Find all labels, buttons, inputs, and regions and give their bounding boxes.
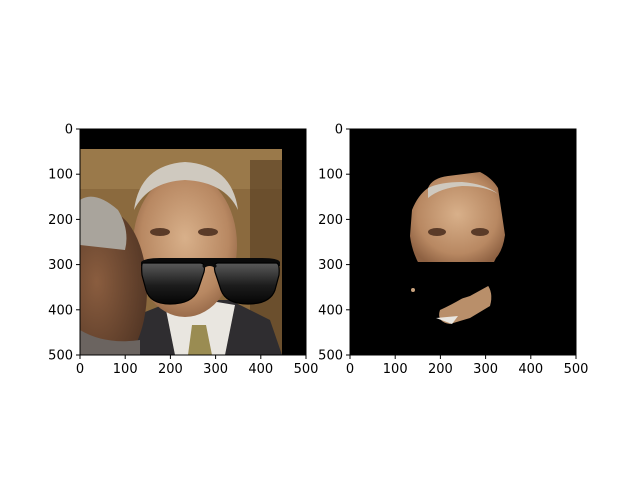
left-x-tick-label: 100 (113, 362, 138, 377)
left-y-tick-label: 500 (48, 349, 73, 364)
right-y-tick-label: 200 (318, 213, 343, 228)
left-y-tick-label: 100 (48, 168, 73, 183)
left-y-tick-label: 200 (48, 213, 73, 228)
masked-face (410, 172, 505, 266)
sunglasses-overlay (141, 258, 280, 305)
right-x-tick-label: 400 (518, 362, 543, 377)
left-x-tick-label: 0 (76, 362, 84, 377)
right-y-tick-label: 400 (318, 303, 343, 318)
right-x-tick-label: 500 (564, 362, 589, 377)
right-face-mask (410, 172, 505, 324)
right-y-tick-label: 500 (318, 349, 343, 364)
tie (188, 325, 212, 355)
left-y-tick-label: 300 (48, 258, 73, 273)
lower-fragment (439, 283, 492, 324)
left-y-tick-label: 0 (65, 123, 73, 138)
right-x-tick-label: 300 (473, 362, 498, 377)
right-x-tick-label: 200 (428, 362, 453, 377)
right-y-tick-label: 0 (335, 123, 343, 138)
main-hair (134, 162, 238, 210)
left-y-tick-label: 400 (48, 303, 73, 318)
right-y-tick-label: 300 (318, 258, 343, 273)
right-y-tick-label: 100 (318, 168, 343, 183)
left-x-tick-label: 400 (248, 362, 273, 377)
left-x-tick-label: 500 (294, 362, 319, 377)
right-lens (213, 262, 280, 305)
black-region (412, 262, 498, 303)
left-x-tick-label: 200 (158, 362, 183, 377)
right-x-tick-label: 100 (383, 362, 408, 377)
right-x-tick-label: 0 (346, 362, 354, 377)
left-photo (80, 149, 282, 355)
side-hair (80, 196, 127, 250)
left-x-tick-label: 300 (203, 362, 228, 377)
